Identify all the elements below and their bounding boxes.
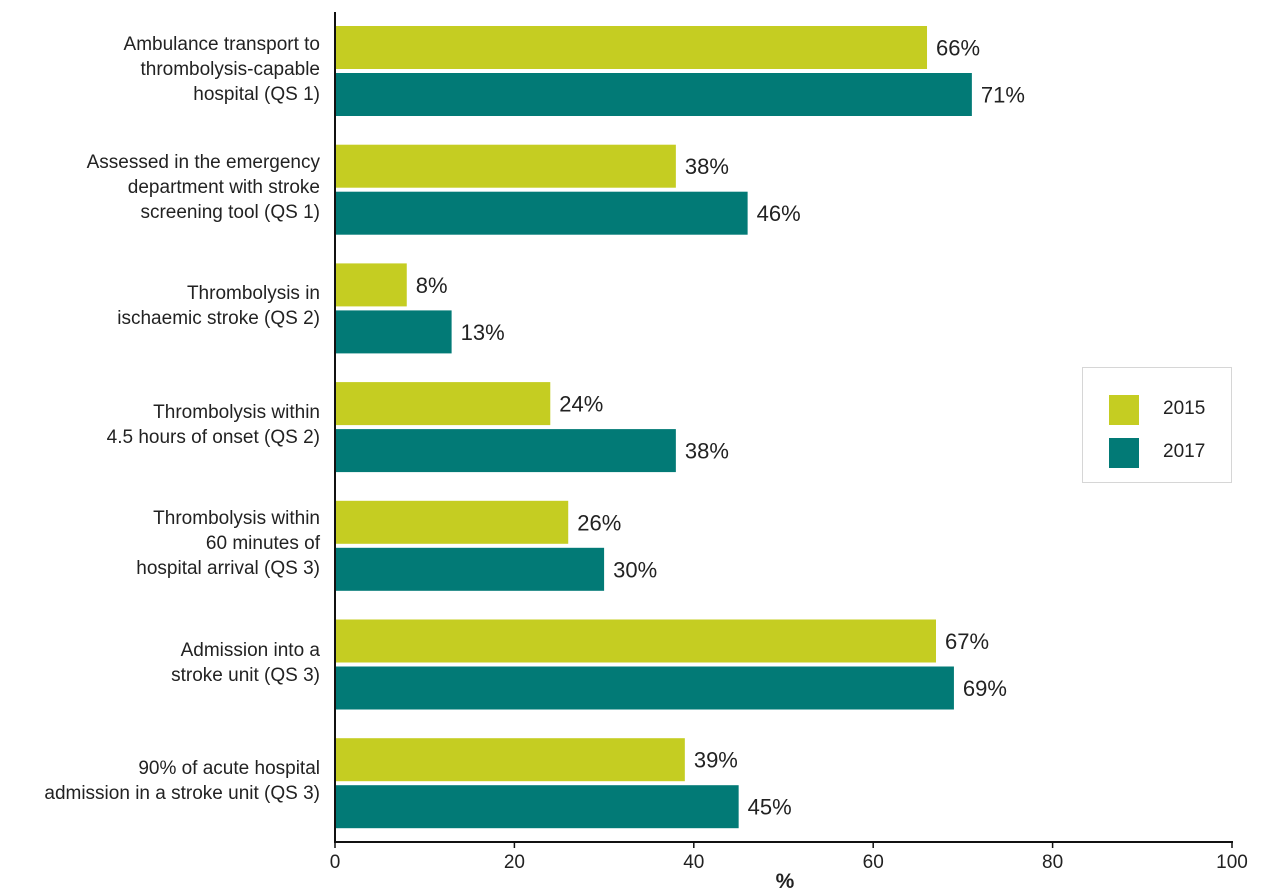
- category-label-2: Thrombolysis in ischaemic stroke (QS 2): [0, 281, 320, 331]
- x-tick-label-60: 60: [863, 852, 884, 873]
- category-label-line: Assessed in the emergency: [86, 152, 320, 174]
- bar-2015-1: [335, 144, 676, 188]
- category-label-line: admission in a stroke unit (QS 3): [44, 783, 320, 805]
- bar-2015-4: [335, 500, 569, 544]
- category-label-line: Thrombolysis in: [186, 283, 320, 305]
- legend-label: 2017: [1163, 441, 1206, 462]
- data-label-2017-3: 38%: [685, 439, 729, 464]
- data-label-2017-0: 71%: [981, 83, 1025, 108]
- data-label-2017-5: 69%: [963, 676, 1007, 701]
- category-label-line: hospital arrival (QS 3): [136, 558, 320, 580]
- legend-swatch: [1109, 438, 1139, 468]
- category-label-line: 60 minutes of: [205, 533, 320, 555]
- category-label-line: Ambulance transport to: [123, 33, 320, 55]
- x-tick-label-100: 100: [1216, 852, 1248, 873]
- data-label-2015-6: 39%: [694, 748, 738, 773]
- category-label-line: thrombolysis-capable: [140, 58, 320, 80]
- x-tick-label-20: 20: [504, 852, 525, 873]
- bar-2017-0: [335, 73, 972, 116]
- bar-2015-5: [335, 619, 936, 663]
- bar-2015-3: [335, 382, 551, 426]
- bar-2015-0: [335, 26, 928, 69]
- legend: 2015 2017: [1082, 367, 1232, 483]
- bar-2015-2: [335, 263, 407, 307]
- category-label-line: screening tool (QS 1): [140, 202, 320, 224]
- category-label-5: Admission into a stroke unit (QS 3): [0, 638, 320, 688]
- category-label-line: Thrombolysis within: [153, 402, 320, 424]
- x-tick-label-40: 40: [683, 852, 704, 873]
- category-label-4: Thrombolysis within 60 minutes of hospital…: [0, 506, 320, 581]
- data-label-2017-4: 30%: [613, 557, 657, 582]
- data-label-2015-0: 66%: [936, 36, 980, 61]
- category-label-line: 90% of acute hospital: [138, 758, 320, 780]
- bar-2017-2: [335, 310, 452, 354]
- bar-2017-4: [335, 547, 605, 591]
- data-label-2015-5: 67%: [945, 629, 989, 654]
- category-label-1: Assessed in the emergency department with…: [0, 150, 320, 225]
- category-label-6: 90% of acute hospital admission in a stro…: [0, 756, 320, 806]
- category-label-line: Thrombolysis within: [153, 508, 320, 530]
- data-label-2015-1: 38%: [685, 154, 729, 179]
- legend-swatch: [1109, 395, 1139, 425]
- bar-2015-6: [335, 738, 685, 782]
- data-label-2017-2: 13%: [461, 320, 505, 345]
- bar-2017-5: [335, 666, 954, 710]
- data-label-2015-4: 26%: [577, 510, 621, 535]
- data-label-2017-6: 45%: [748, 795, 792, 820]
- bar-2017-3: [335, 429, 676, 473]
- category-label-3: Thrombolysis within 4.5 hours of onset (Q…: [0, 400, 320, 450]
- bar-2017-6: [335, 785, 739, 829]
- category-label-line: ischaemic stroke (QS 2): [117, 308, 320, 330]
- x-tick-label-0: 0: [330, 852, 341, 873]
- bar-2017-1: [335, 191, 748, 235]
- category-label-line: department with stroke: [127, 177, 320, 199]
- x-tick-label-80: 80: [1042, 852, 1063, 873]
- data-label-2015-3: 24%: [559, 392, 603, 417]
- category-label-line: 4.5 hours of onset (QS 2): [106, 427, 320, 449]
- data-label-2017-1: 46%: [757, 201, 801, 226]
- category-label-0: Ambulance transport to thrombolysis-capab…: [0, 32, 320, 107]
- category-label-line: Admission into a: [180, 639, 320, 661]
- category-label-line: hospital (QS 1): [193, 83, 320, 105]
- legend-label: 2015: [1163, 398, 1206, 419]
- category-label-line: stroke unit (QS 3): [171, 664, 320, 686]
- x-axis-title: %: [776, 870, 795, 891]
- data-label-2015-2: 8%: [416, 273, 448, 298]
